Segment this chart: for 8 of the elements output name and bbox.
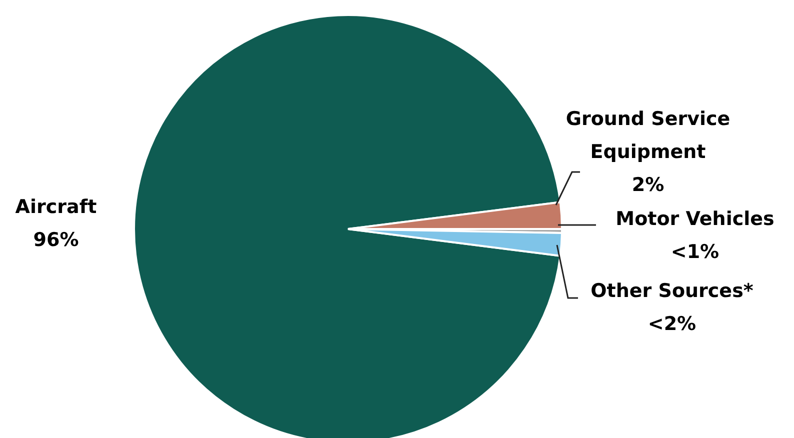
data-label: 96%	[33, 229, 79, 251]
data-label: <1%	[670, 241, 720, 263]
slice-label: Other Sources*	[590, 280, 754, 302]
slice-label: Aircraft	[15, 196, 97, 218]
data-label: <2%	[648, 313, 696, 335]
data-label: 2%	[632, 174, 664, 196]
slice-label: Ground Service Equipment	[566, 108, 730, 163]
slice-label: Motor Vehicles	[616, 208, 774, 230]
